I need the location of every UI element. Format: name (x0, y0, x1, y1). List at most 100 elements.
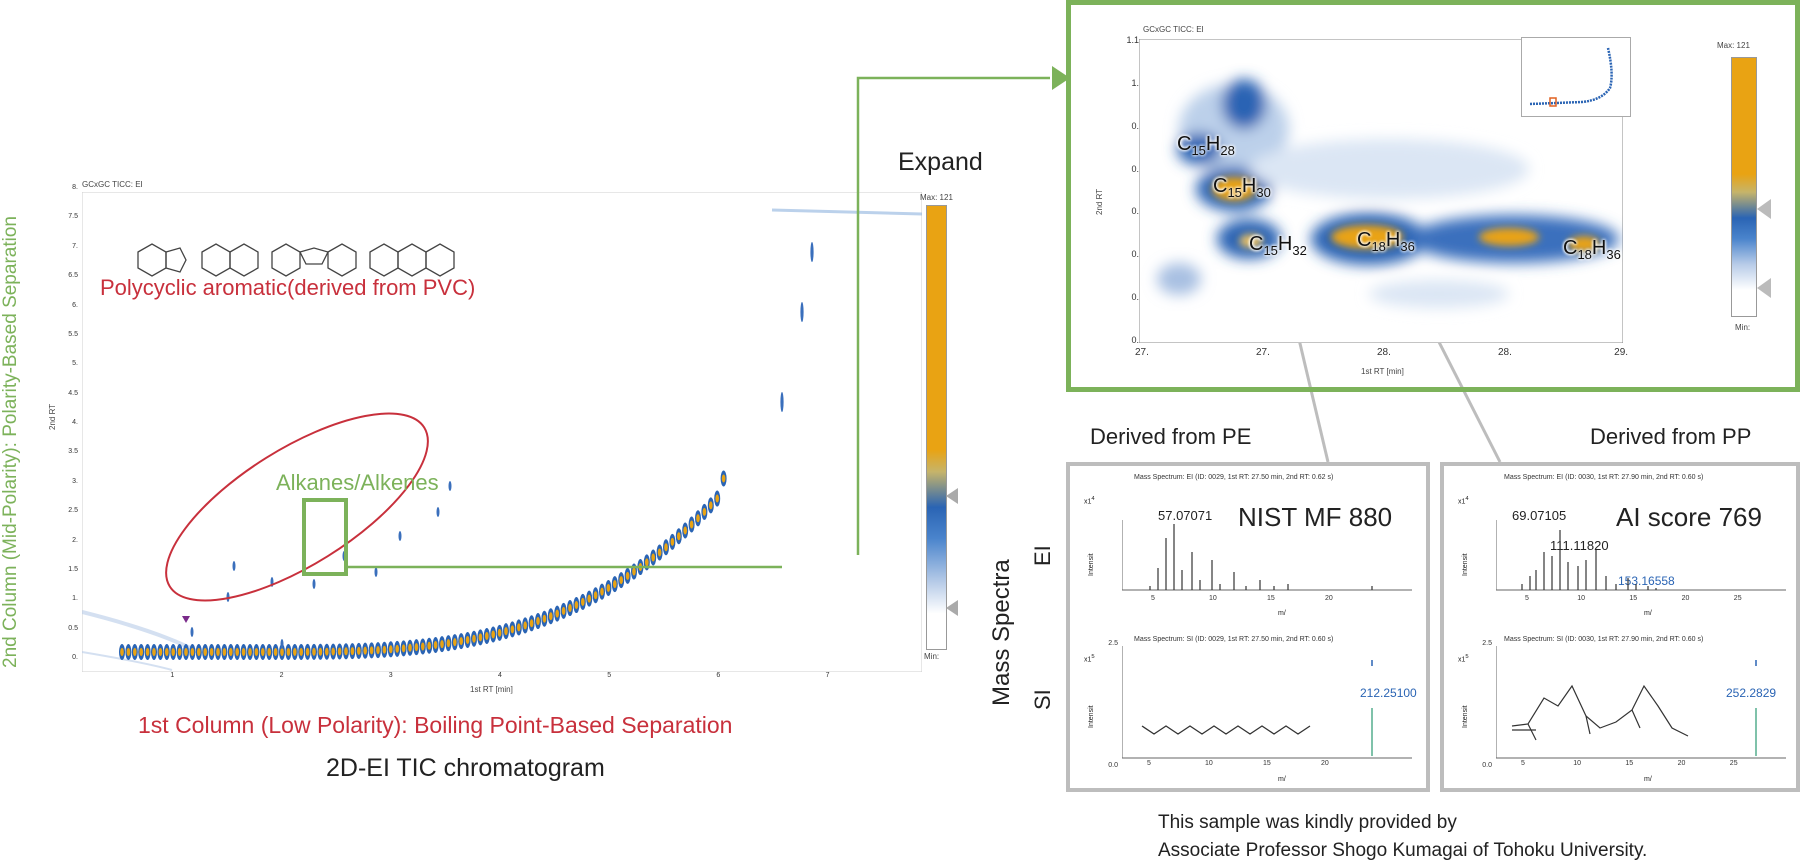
peak-formula-part: C (1213, 175, 1228, 197)
main-y-tick: 0. (72, 654, 78, 661)
pp-ei-x-axis: m/ (1644, 610, 1652, 617)
polycyclic-peak (448, 481, 452, 491)
main-x-tick: 4 (498, 672, 502, 679)
pe-ei-x-axis: m/ (1278, 610, 1286, 617)
pp-ei-scale: x14 (1458, 496, 1469, 506)
pp-si-x-tick: 25 (1729, 760, 1738, 767)
band-peak-core (331, 647, 335, 656)
peak-formula-part: H (1277, 233, 1293, 255)
spectrum-x-tick: 20 (1682, 595, 1690, 602)
zoom-x-tick: 27. (1135, 347, 1149, 358)
peak-formula-part: 36 (1400, 239, 1415, 254)
late-peak (800, 302, 804, 322)
peak-formula-part: C (1563, 237, 1578, 259)
main-x-tick: 1 (170, 672, 175, 679)
main-y-tick: 5.5 (68, 330, 78, 338)
band-peak-core (613, 580, 617, 589)
band-peak-core (715, 494, 719, 503)
pe-si-scale: x15 (1084, 654, 1095, 664)
polycyclic-label: Polycyclic aromatic(derived from PVC) (100, 275, 476, 300)
pp-si-x-tick: 10 (1573, 760, 1581, 767)
main-x-tick: 7 (825, 672, 830, 679)
peak-label-c15h32: C15H32 (1249, 233, 1307, 258)
band-peak-core (318, 647, 323, 656)
pp-si-y-tick: 0.0 (1482, 762, 1492, 769)
band-peak-core (145, 648, 150, 656)
main-y-tick: 7. (72, 242, 78, 250)
band-peak-core (120, 648, 124, 656)
derived-pp-label: Derived from PP (1590, 424, 1752, 449)
main-x-tick: 6 (716, 672, 721, 679)
pe-ei-spectrum[interactable]: Mass Spectrum: EI (ID: 0029, 1st RT: 27.… (1070, 466, 1426, 626)
band-peak-core (305, 647, 310, 656)
main-plot-title: GCxGC TICC: EI (82, 180, 143, 189)
polycyclic-peak (190, 627, 194, 637)
band-peak-core (664, 543, 668, 552)
overview-thumbnail[interactable] (1521, 37, 1631, 117)
pe-ei-score: NIST MF 880 (1238, 502, 1393, 532)
band-peak-core (363, 646, 368, 655)
zoom-y-tick: 0. (1131, 335, 1139, 345)
alkanes-label: Alkanes/Alkenes (276, 470, 439, 495)
band-peak-core (414, 643, 419, 652)
zoom-y-tick: 0. (1131, 249, 1139, 260)
band-peak-core (696, 514, 700, 523)
band-peak-core (280, 647, 284, 656)
pp-ei-peak-label: 69.07105 (1512, 508, 1567, 523)
late-peak (780, 392, 784, 412)
pp-si-plot (1496, 646, 1786, 759)
band-peak-core (574, 601, 579, 610)
band-peak-core (421, 642, 425, 651)
peak-label-c15h30: C15H30 (1213, 175, 1271, 200)
aromatic-structures-icon (137, 243, 455, 277)
main-y-tick: 2. (72, 536, 78, 544)
marker-triangle-icon (182, 616, 190, 623)
pp-ei-score: AI score 769 (1616, 502, 1762, 532)
band-peak-core (478, 633, 483, 642)
pp-si-title: Mass Spectrum: SI (ID: 0030, 1st RT: 27.… (1504, 636, 1704, 643)
pp-si-spectrum[interactable]: Mass Spectrum: SI (ID: 0030, 1st RT: 27.… (1444, 636, 1796, 786)
zoom-y-ticks: 0. 0. 0. 0. 0. 0. 1. 1.1 (1111, 35, 1141, 345)
band-peak-core (465, 635, 470, 644)
band-peak-core (165, 648, 169, 656)
pp-ei-y-axis: Intensit (1462, 553, 1469, 576)
band-peak-core (529, 619, 534, 628)
peak-formula-part: 30 (1256, 185, 1271, 200)
peak-formula-part: 18 (1371, 239, 1386, 254)
zoom-colorbar-max: Max: 121 (1717, 41, 1750, 50)
band-peak-core (555, 609, 559, 618)
band-peak-core (286, 647, 291, 656)
band-peak-core (241, 648, 246, 656)
peak-formula-part: H (1205, 133, 1221, 155)
band-peak-core (587, 594, 591, 603)
peak-formula-part: 36 (1606, 247, 1621, 262)
pp-ei-spectrum[interactable]: Mass Spectrum: EI (ID: 0030, 1st RT: 27.… (1444, 466, 1796, 626)
pp-si-y-axis: Intensit (1462, 705, 1469, 728)
main-y-tick: 3. (72, 477, 78, 485)
band-peak-core (702, 507, 707, 516)
band-peak-core (677, 532, 681, 541)
zoom-x-tick: 29. (1614, 347, 1629, 358)
band-peak-core (472, 634, 476, 643)
band-peak-core (325, 647, 329, 656)
pe-si-x-tick: 20 (1321, 760, 1329, 767)
main-y-tick: 5. (72, 360, 78, 368)
pe-si-spectrum[interactable]: Mass Spectrum: SI (ID: 0029, 1st RT: 27.… (1070, 636, 1426, 786)
band-peak-core (600, 587, 604, 596)
zoom-x-ticks: 27. 27. 28. 28. 29. (1135, 347, 1628, 361)
alkanes-highlight-box[interactable] (302, 498, 348, 576)
peak-formula-part: C (1177, 133, 1192, 155)
pe-si-y-tick: 0.0 (1108, 762, 1118, 769)
zoom-colorbar-pointer-lower-icon (1757, 278, 1771, 298)
pp-ei-title: Mass Spectrum: EI (ID: 0030, 1st RT: 27.… (1504, 474, 1704, 481)
band-peak-core (293, 647, 297, 656)
zoom-y-tick: 0. (1131, 206, 1139, 217)
band-peak-core (568, 604, 572, 613)
pe-si-x-tick: 15 (1263, 760, 1271, 767)
pe-si-y-tick: 2.5 (1108, 640, 1118, 647)
band-peak-core (561, 606, 566, 615)
zoom-colorbar (1731, 57, 1757, 317)
band-peak-core (344, 647, 348, 656)
band-peak-core (651, 553, 655, 562)
band-peak-core (517, 623, 521, 632)
